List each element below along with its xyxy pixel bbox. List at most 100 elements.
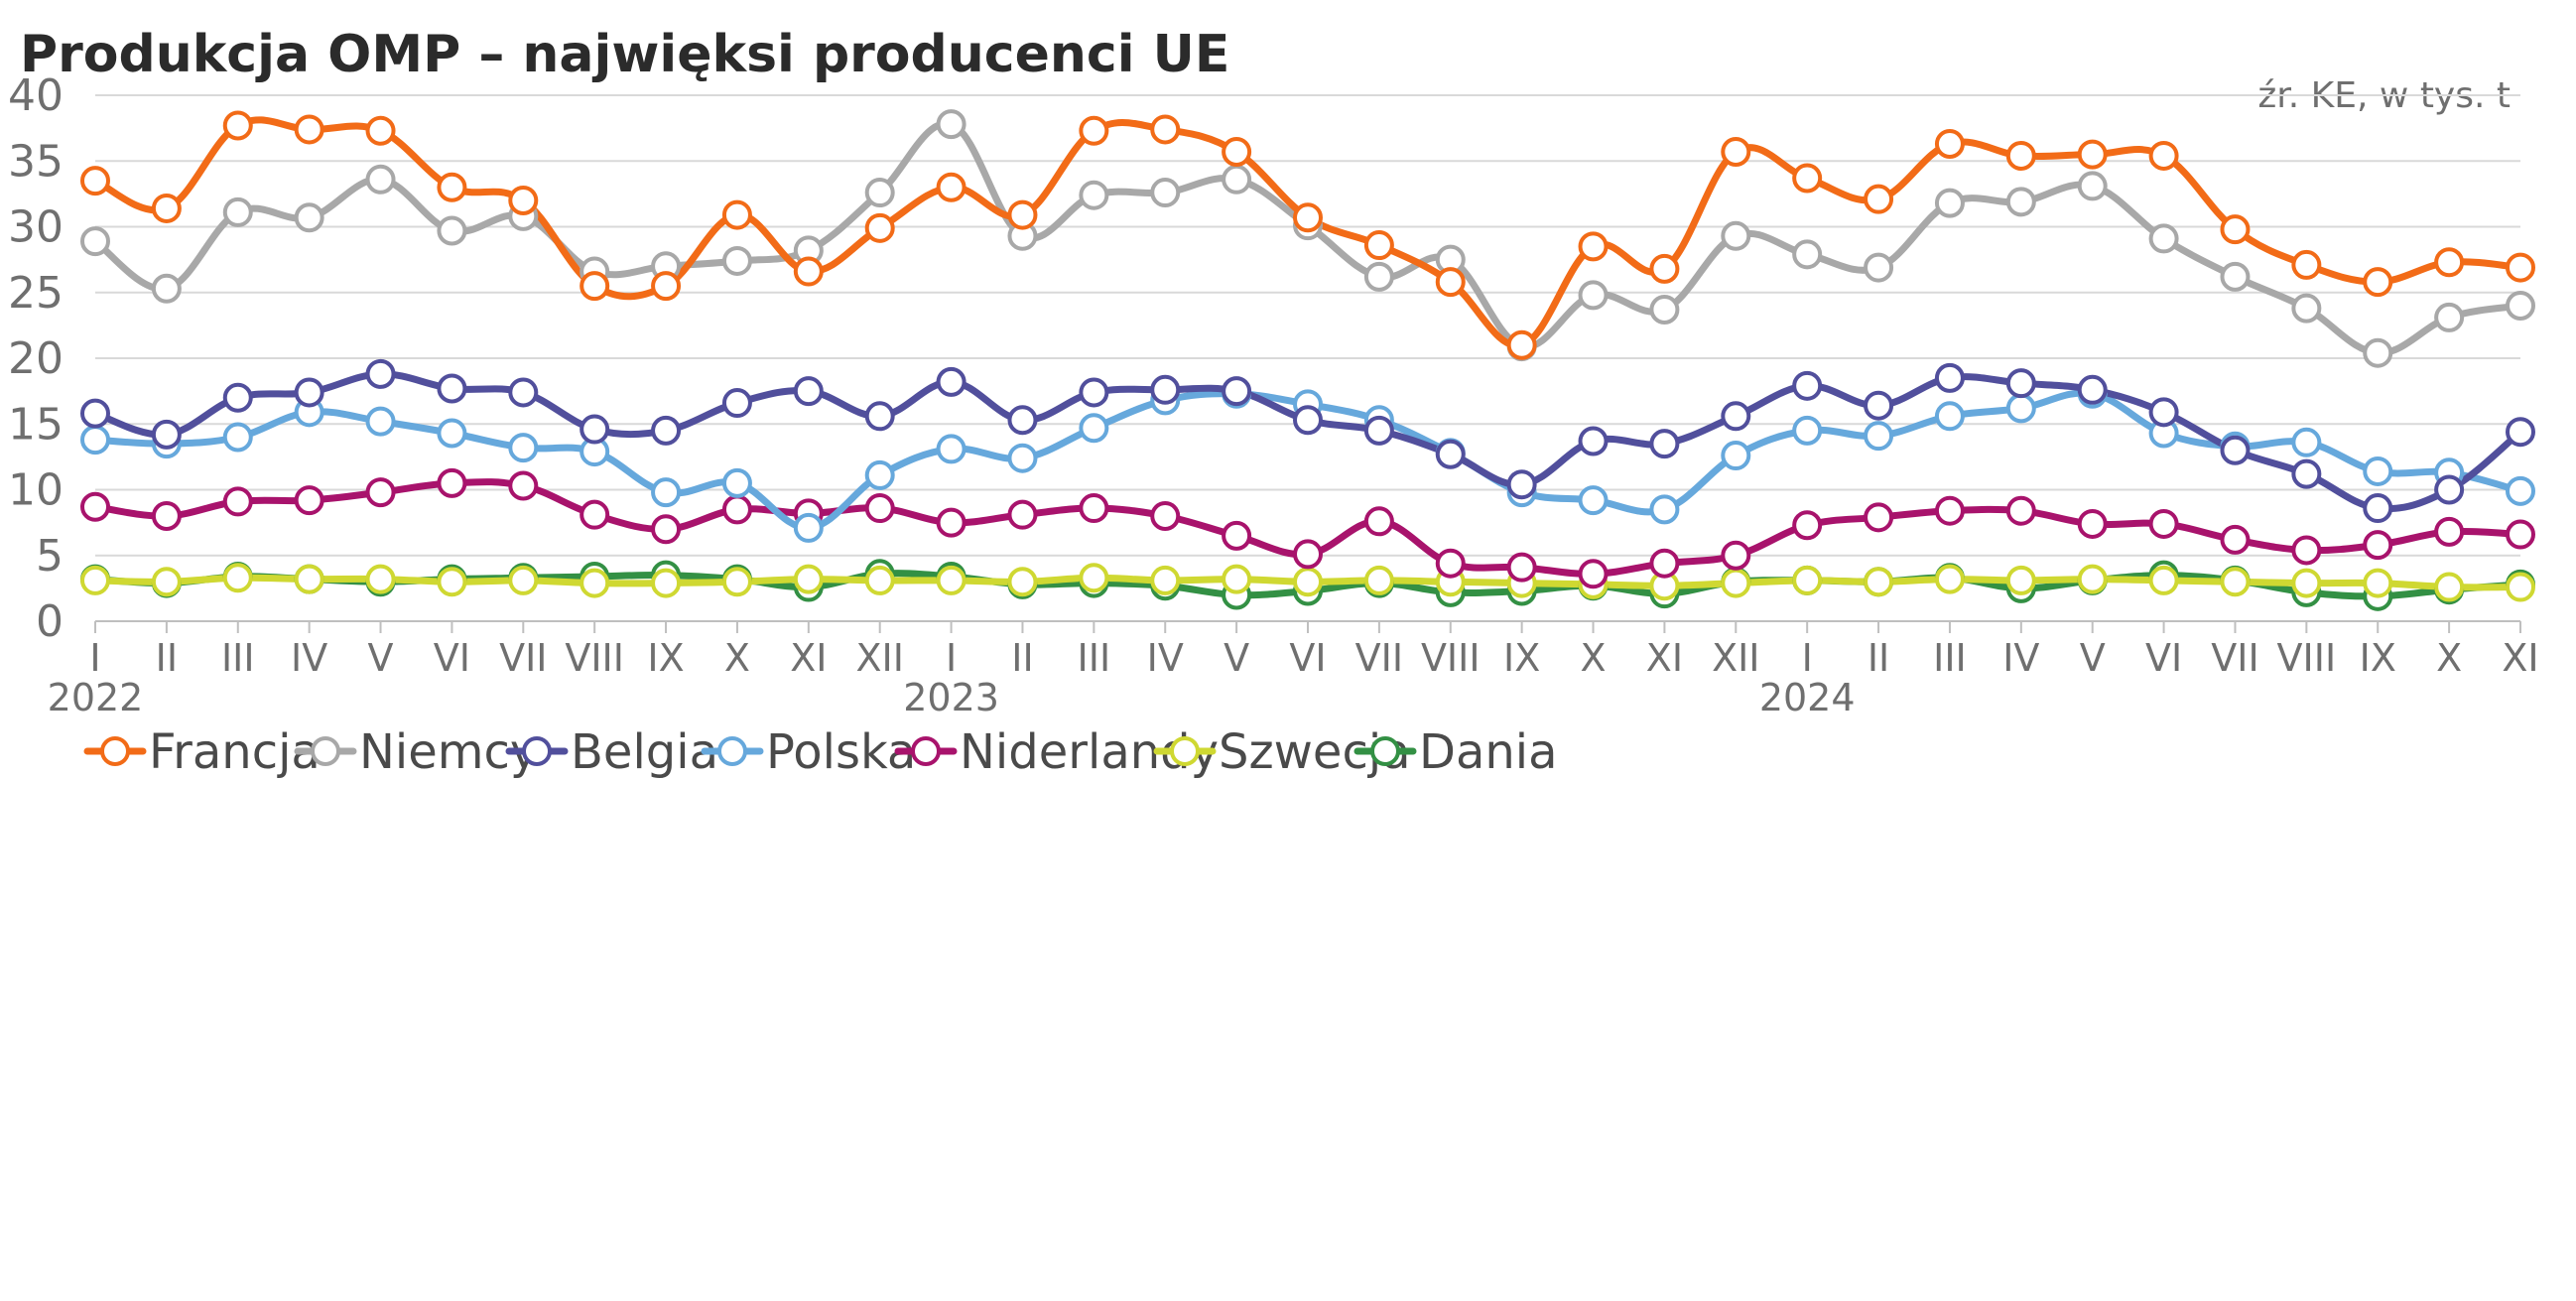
data-point-francja [437,172,467,202]
y-tick-label: 35 [8,136,64,187]
data-point-niderlandy [294,485,324,516]
x-tick-label: IX [2360,636,2396,680]
legend-item-dania: Dania [1353,724,1558,780]
data-point-polska [80,425,110,455]
data-point-francja [2148,140,2179,171]
data-point-francja [2005,140,2036,171]
data-point-szwecja [151,567,182,597]
x-tick-label: VIII [2277,636,2337,680]
data-point-niderlandy [80,491,110,522]
data-point-szwecja [437,567,467,597]
data-point-francja [651,271,682,302]
data-point-belgia [2506,417,2535,448]
data-point-belgia [651,415,682,446]
legend-item-francja: Francja [83,724,321,780]
data-point-niemcy [1222,164,1252,195]
data-point-belgia [1007,405,1038,436]
x-tick-label: VI [2145,636,2182,680]
data-point-francja [864,212,895,243]
data-point-niderlandy [1864,502,1894,533]
data-point-francja [151,193,182,223]
data-point-niderlandy [2077,508,2108,539]
data-point-belgia [1506,469,1537,500]
data-point-niemcy [80,226,110,257]
year-label: 2022 [48,676,144,719]
data-point-belgia [80,398,110,429]
data-point-polska [437,418,467,449]
data-point-francja [1293,202,1323,233]
x-tick-label: VI [1289,636,1326,680]
data-point-niderlandy [2005,495,2036,526]
x-tick-label: VIII [565,636,624,680]
data-point-francja [2291,249,2322,280]
data-point-niderlandy [2148,508,2179,539]
data-point-niemcy [2148,223,2179,254]
data-point-belgia [793,376,824,407]
data-point-szwecja [580,568,610,598]
data-point-polska [2363,455,2393,486]
data-point-francja [2077,139,2108,170]
data-point-szwecja [1792,565,1823,595]
legend-label: Belgia [571,724,718,780]
data-point-polska [864,459,895,490]
data-point-szwecja [1222,564,1252,594]
data-point-niderlandy [1293,539,1323,570]
data-point-belgia [864,401,895,432]
data-point-polska [721,467,752,498]
data-point-belgia [1792,370,1823,401]
data-point-szwecja [864,565,895,595]
series-markers-belgia [80,358,2535,524]
data-point-polska [936,434,966,464]
data-point-szwecja [1150,565,1181,595]
data-point-belgia [1435,439,1466,469]
data-point-szwecja [294,564,324,594]
data-point-niderlandy [1721,540,1751,571]
legend: Francja Niemcy Belgia Polska Niderlandy Szwec… [83,724,1558,780]
data-point-francja [80,166,110,196]
x-tick-label: III [221,636,255,680]
x-tick-label: II [1011,636,1033,680]
x-tick-label: IX [1503,636,1540,680]
data-point-francja [222,110,253,141]
x-tick-label: IV [2002,636,2039,680]
data-point-polska [365,406,396,437]
data-point-francja [365,115,396,146]
data-point-francja [936,172,966,202]
data-point-francja [508,186,539,215]
data-point-niemcy [2220,261,2251,292]
data-point-francja [1363,230,1394,261]
data-point-polska [508,433,539,463]
data-point-szwecja [2220,567,2251,597]
data-point-szwecja [1293,567,1323,597]
legend-label: Dania [1419,724,1558,780]
legend-item-niemcy: Niemcy [294,724,538,780]
legend-marker [1370,736,1400,766]
data-point-francja [1150,114,1181,145]
data-point-francja [1222,136,1252,167]
data-point-niderlandy [2220,524,2251,555]
data-point-francja [294,114,324,145]
data-point-niemcy [294,202,324,233]
data-point-niemcy [864,178,895,208]
data-point-belgia [1079,377,1109,408]
data-point-niderlandy [151,501,182,531]
y-axis: 0 5 10 15 20 25 30 35 40 [8,70,64,647]
data-point-szwecja [365,564,396,594]
data-point-belgia [1222,376,1252,407]
data-point-niderlandy [1079,493,1109,524]
legend-marker [100,736,130,766]
data-point-niemcy [1649,294,1680,325]
data-point-belgia [2291,458,2322,489]
data-point-niderlandy [1578,559,1609,589]
series-markers-szwecja [80,563,2535,602]
data-point-szwecja [1934,564,1965,594]
y-tick-label: 40 [8,70,64,121]
data-point-szwecja [508,565,539,595]
legend-label: Francja [149,724,321,780]
data-point-francja [1435,267,1466,298]
data-point-niemcy [1079,180,1109,210]
data-point-polska [1721,441,1751,471]
data-point-belgia [2005,368,2036,399]
data-point-niemcy [437,215,467,246]
